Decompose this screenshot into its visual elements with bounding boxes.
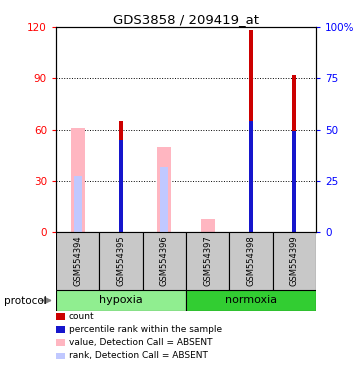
Bar [119,140,123,232]
Text: value, Detection Call = ABSENT: value, Detection Call = ABSENT [69,338,212,348]
Bar [71,128,84,232]
Bar [143,232,186,290]
Text: percentile rank within the sample: percentile rank within the sample [69,325,222,334]
Text: GSM554394: GSM554394 [73,236,82,286]
Bar [160,167,168,232]
Bar [119,121,123,232]
Text: GSM554396: GSM554396 [160,236,169,286]
Text: normoxia: normoxia [225,295,277,306]
Text: GSM554395: GSM554395 [117,236,125,286]
Bar [157,147,171,232]
Bar [249,30,253,232]
Bar [292,75,296,232]
Bar [56,232,99,290]
Text: hypoxia: hypoxia [99,295,143,306]
Bar [249,121,253,232]
Bar [74,176,82,232]
Text: GSM554398: GSM554398 [247,236,255,286]
Bar [229,232,273,290]
Bar [56,290,186,311]
Bar [186,232,229,290]
Title: GDS3858 / 209419_at: GDS3858 / 209419_at [113,13,259,26]
Text: GSM554397: GSM554397 [203,236,212,286]
Text: rank, Detection Call = ABSENT: rank, Detection Call = ABSENT [69,351,208,361]
Bar [273,232,316,290]
Bar [186,290,316,311]
Text: GSM554399: GSM554399 [290,236,299,286]
Bar [99,232,143,290]
Bar [292,131,296,232]
Text: protocol: protocol [4,296,46,306]
Text: count: count [69,312,94,321]
Bar [201,218,214,232]
